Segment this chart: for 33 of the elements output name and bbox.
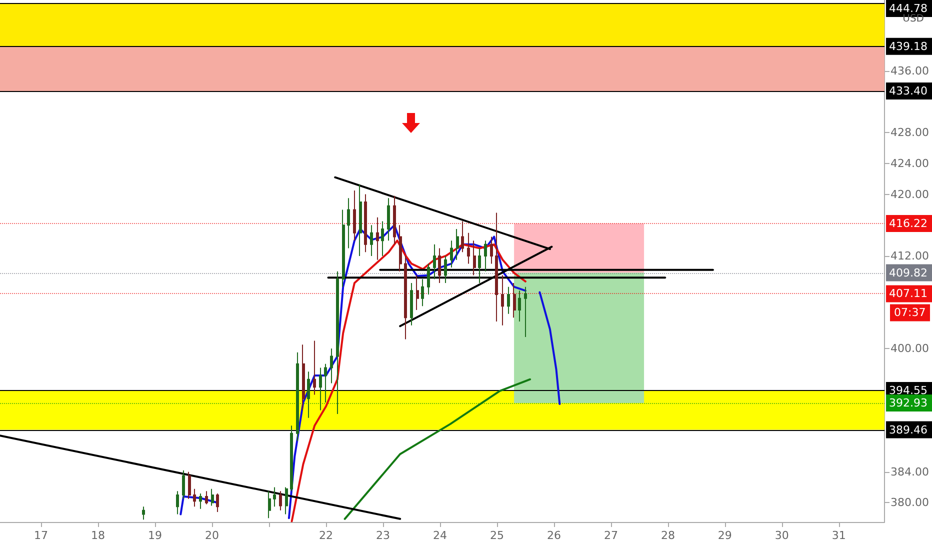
y-tick-label: 424.00 [890,156,930,170]
x-tick-label: 23 [376,529,390,542]
ref-line-label: 389.46 [889,423,928,436]
x-tick-label: 18 [91,529,106,542]
ref-line-label: 407.11 [889,287,928,300]
x-tick-label: 19 [148,529,162,542]
ref-line-label: 409.82 [889,266,928,280]
x-tick-label: 24 [432,529,447,542]
y-tick-label: 384.00 [890,465,930,478]
y-tick-label: 412.00 [890,249,930,262]
text: USD [902,14,924,24]
x-tick-label: 22 [318,529,333,542]
ref-line-label: 392.93 [889,396,928,410]
x-tick-label: 20 [205,529,220,542]
x-tick-label: 27 [604,529,618,542]
x-tick-label: 28 [660,529,675,542]
x-tick-label: 26 [546,529,561,542]
x-tick-label: 29 [718,529,732,542]
ref-line-label: 416.22 [889,216,928,230]
y-tick-label: 420.00 [890,188,930,201]
text: 07:37 [894,306,926,320]
x-tick-label: 25 [490,529,504,542]
ref-line-label: 444.78 [889,2,928,15]
ref-line-label: 394.55 [889,384,928,398]
y-tick-label: 428.00 [890,126,930,140]
y-tick-label: 400.00 [890,342,930,356]
ref-line-label: 439.18 [889,40,928,53]
y-tick-label: 380.00 [890,496,930,510]
x-tick-label: 30 [774,529,789,542]
ref-line-label: 433.40 [889,84,928,98]
y-tick-label: 436.00 [890,64,930,78]
x-tick-label: 31 [832,529,846,542]
x-tick-label: 17 [34,529,48,542]
